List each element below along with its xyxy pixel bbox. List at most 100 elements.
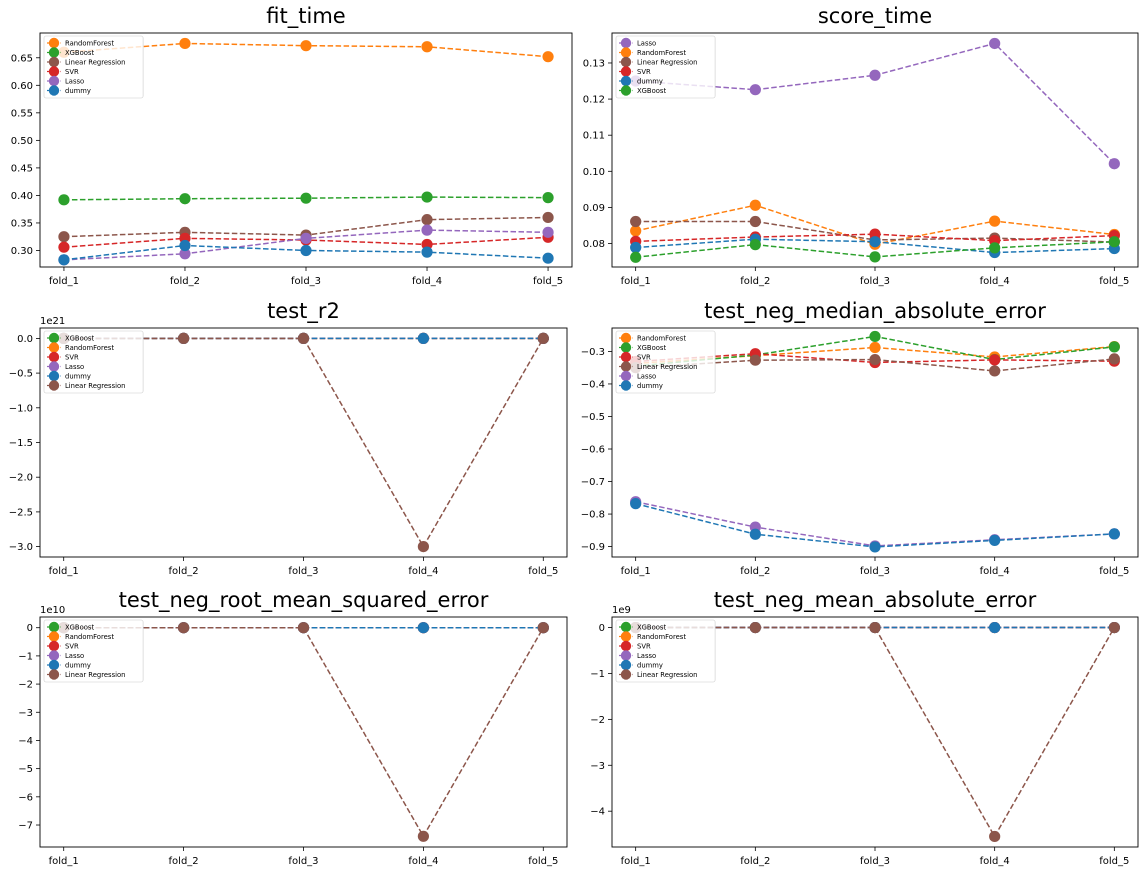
legend-label: dummy <box>637 661 663 669</box>
y-tick-label: −5 <box>18 764 33 775</box>
data-point <box>749 239 761 251</box>
y-tick-label: 0.12 <box>583 95 605 106</box>
x-tick-label: fold_4 <box>980 566 1010 577</box>
chart-score-time: score_time 0.08 0.09 0.10 0.11 0.12 0.13 fold_1… <box>583 4 1139 287</box>
data-point <box>630 215 642 228</box>
y-tick-label: −0.8 <box>581 510 605 521</box>
legend-label: XGBoost <box>65 623 94 631</box>
y-tick-label: −2 <box>18 680 33 691</box>
y-tick-label: −3.0 <box>9 542 33 553</box>
data-point <box>537 332 549 345</box>
x-tick-label: fold_5 <box>528 566 558 577</box>
legend-marker <box>620 631 632 642</box>
legend-label: RandomForest <box>637 49 686 57</box>
legend-label: Lasso <box>65 77 84 85</box>
x-tick-label: fold_1 <box>621 566 651 577</box>
y-tick-label: −3 <box>18 708 33 719</box>
data-point <box>630 498 642 510</box>
legend-marker <box>48 37 60 49</box>
data-point <box>869 341 881 354</box>
legend-marker <box>48 650 60 661</box>
x-tick-label: fold_2 <box>170 276 200 287</box>
series-line <box>635 626 1115 838</box>
x-tick-label: fold_3 <box>291 276 321 287</box>
legend-box <box>43 619 144 683</box>
legend-label: RandomForest <box>637 633 686 641</box>
y-tick-label: 0.60 <box>11 81 33 92</box>
data-point <box>178 332 190 345</box>
y-tick-label: −1.0 <box>9 403 33 414</box>
x-tick-label: fold_5 <box>1099 566 1129 577</box>
legend-label: SVR <box>65 353 79 361</box>
data-point <box>749 621 761 634</box>
data-point <box>421 224 433 236</box>
data-point <box>869 621 881 634</box>
data-point <box>989 830 1001 843</box>
x-tick-label: fold_3 <box>860 276 890 287</box>
data-point <box>58 231 70 243</box>
x-tick-label: fold_2 <box>169 566 199 577</box>
data-point <box>869 330 881 343</box>
data-point <box>537 622 549 634</box>
legend-label: XGBoost <box>637 623 666 631</box>
chart-title: fit_time <box>266 4 345 29</box>
y-tick-label: 0.35 <box>11 218 33 229</box>
legend-marker <box>48 342 60 353</box>
x-tick-label: fold_3 <box>288 856 318 867</box>
data-point <box>542 192 554 204</box>
y-tick-label: −0.9 <box>581 542 605 553</box>
legend-marker <box>620 75 632 87</box>
data-point <box>58 254 70 266</box>
series-line <box>63 626 544 838</box>
legend-marker <box>48 669 60 680</box>
legend-label: XGBoost <box>65 334 94 342</box>
legend-label: XGBoost <box>637 344 666 352</box>
data-point <box>869 69 881 81</box>
y-tick-label: −2 <box>590 715 605 726</box>
x-tick-label: fold_1 <box>49 856 79 867</box>
y-tick-label: 0 <box>599 623 605 634</box>
data-point <box>869 251 881 263</box>
legend-marker <box>620 361 632 372</box>
data-point <box>421 238 433 251</box>
data-point <box>58 241 70 253</box>
data-point <box>179 248 191 260</box>
data-point <box>869 236 881 248</box>
chart-test-neg-root-mean-squared-error: test_neg_root_mean_squared_error 0 −1 −2 −3 −… <box>18 588 568 867</box>
y-tick-label: −0.3 <box>581 347 605 358</box>
x-tick-label: fold_1 <box>49 276 79 287</box>
legend-label: Linear Regression <box>65 382 125 390</box>
legend-marker <box>620 332 632 344</box>
x-tick-label: fold_4 <box>980 856 1010 867</box>
legend-label: SVR <box>65 68 79 76</box>
y-tick-label: −0.7 <box>581 477 605 488</box>
legend-marker <box>48 351 60 363</box>
data-point <box>421 41 433 53</box>
y-tick-label: −2.5 <box>9 507 33 518</box>
data-point <box>297 332 310 345</box>
x-tick-label: fold_3 <box>860 856 890 867</box>
data-point <box>749 84 761 96</box>
legend-marker <box>620 650 632 661</box>
chart-fit-time: fit_time 0.30 0.35 0.40 0.45 0.50 0.55 0.60 0.65… <box>11 4 573 287</box>
legend-marker <box>620 66 632 77</box>
x-tick-label: fold_4 <box>408 856 438 867</box>
series-line <box>635 500 1115 547</box>
legend-marker <box>620 47 632 58</box>
y-tick-label: 0.65 <box>11 53 33 64</box>
legend-marker <box>620 370 632 382</box>
legend-label: SVR <box>65 642 79 650</box>
y-tick-label: −7 <box>18 821 33 832</box>
y-tick-label: 0 <box>27 623 33 634</box>
legend-label: dummy <box>65 661 91 669</box>
data-point <box>300 40 312 52</box>
legend-label: Lasso <box>65 363 84 371</box>
legend-marker <box>620 342 632 353</box>
legend-label: Linear Regression <box>65 58 125 66</box>
legend-label: RandomForest <box>65 633 114 641</box>
data-point <box>1108 341 1120 353</box>
